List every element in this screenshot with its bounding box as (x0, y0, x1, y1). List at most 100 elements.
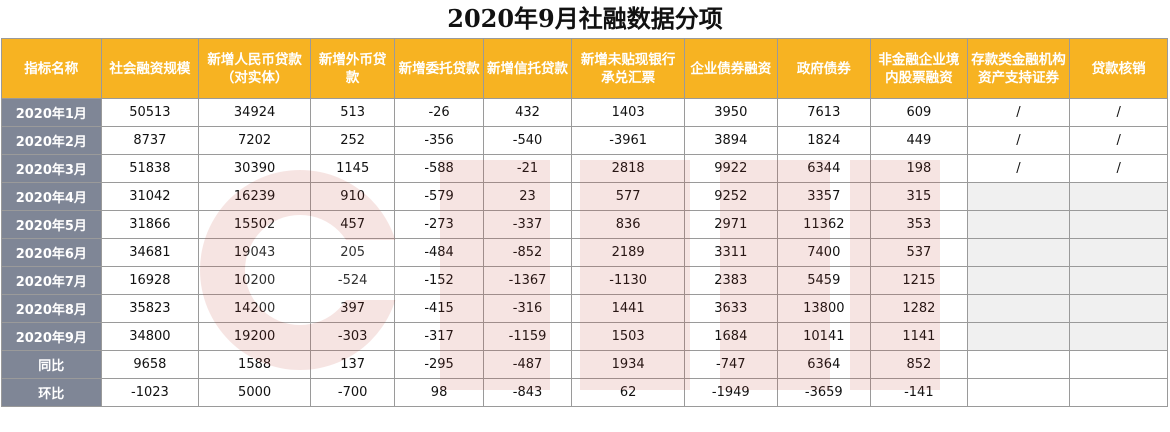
column-header: 新增人民币贷款（对实体） (198, 38, 311, 99)
table-cell: 3357 (776, 182, 872, 211)
table-cell: 34681 (100, 238, 200, 267)
table-cell: -1949 (684, 378, 778, 407)
table-cell: 51838 (100, 154, 200, 183)
table-cell (966, 350, 1071, 379)
row-label: 同比 (1, 350, 102, 379)
table-cell (1069, 182, 1168, 211)
table-cell: -26 (394, 98, 484, 127)
table-cell: -356 (394, 126, 484, 155)
row-label: 2020年8月 (1, 294, 102, 323)
table-cell: -540 (482, 126, 573, 155)
table-row: 2020年9月 34800 19200 -303 -317 -1159 1503 1684 10… (1, 322, 1168, 351)
table-cell: -843 (482, 378, 573, 407)
row-label: 2020年1月 (1, 98, 102, 127)
column-header: 贷款核销 (1069, 38, 1168, 99)
table-cell: 34924 (198, 98, 311, 127)
table-cell: 19043 (198, 238, 311, 267)
table-cell: 1403 (571, 98, 686, 127)
table-cell: 98 (394, 378, 484, 407)
table-cell: 852 (870, 350, 968, 379)
row-label: 2020年2月 (1, 126, 102, 155)
table-cell: 2818 (571, 154, 686, 183)
table-cell: -152 (394, 266, 484, 295)
table-cell: 5000 (198, 378, 311, 407)
row-label: 环比 (1, 378, 102, 407)
table-cell: 1934 (571, 350, 686, 379)
table-cell: 14200 (198, 294, 311, 323)
page-title: 2020年9月社融数据分项 (447, 4, 723, 33)
table-cell: -273 (394, 210, 484, 239)
table-cell: 5459 (776, 266, 872, 295)
table-cell: 449 (870, 126, 968, 155)
table-cell: -303 (309, 322, 396, 351)
table-cell: 19200 (198, 322, 311, 351)
table-cell: 432 (482, 98, 573, 127)
table-cell: -1159 (482, 322, 573, 351)
table-row: 2020年4月 31042 16239 910 -579 23 577 9252 3357 315 (1, 182, 1168, 211)
row-label: 2020年7月 (1, 266, 102, 295)
table-cell (1069, 294, 1168, 323)
row-label: 2020年3月 (1, 154, 102, 183)
table-cell: / (1069, 98, 1168, 127)
table-cell: 7202 (198, 126, 311, 155)
column-header: 新增信托贷款 (482, 38, 573, 99)
table-cell: 1684 (684, 322, 778, 351)
table-cell: 13800 (776, 294, 872, 323)
table-row: 2020年3月 51838 30390 1145 -588 -21 2818 9922 6344… (1, 154, 1168, 183)
table-cell: 3311 (684, 238, 778, 267)
table-cell: -141 (870, 378, 968, 407)
table-cell: -747 (684, 350, 778, 379)
table-cell (1069, 266, 1168, 295)
table-cell: 9922 (684, 154, 778, 183)
table-cell: 3633 (684, 294, 778, 323)
table-cell: 513 (309, 98, 396, 127)
table-cell: -316 (482, 294, 573, 323)
table-cell: 137 (309, 350, 396, 379)
table-cell: 11362 (776, 210, 872, 239)
table-cell: 537 (870, 238, 968, 267)
table-cell: 9658 (100, 350, 200, 379)
table-cell: / (966, 98, 1071, 127)
table-cell (966, 266, 1071, 295)
table-cell: 35823 (100, 294, 200, 323)
table-cell: -415 (394, 294, 484, 323)
table-cell (966, 322, 1071, 351)
table-cell (966, 182, 1071, 211)
table-cell: 62 (571, 378, 686, 407)
table-cell: 6344 (776, 154, 872, 183)
table-cell: 15502 (198, 210, 311, 239)
table-cell: 1282 (870, 294, 968, 323)
table-cell (1069, 350, 1168, 379)
row-label: 2020年5月 (1, 210, 102, 239)
column-header: 新增委托贷款 (394, 38, 484, 99)
table-cell: 34800 (100, 322, 200, 351)
table-cell: 609 (870, 98, 968, 127)
table-cell: -852 (482, 238, 573, 267)
column-header: 新增外币贷款 (309, 38, 396, 99)
table-cell: 198 (870, 154, 968, 183)
table-cell: -588 (394, 154, 484, 183)
table-cell: 31042 (100, 182, 200, 211)
table-cell: 1503 (571, 322, 686, 351)
table-row: 2020年2月 8737 7202 252 -356 -540 -3961 3894 1824 4… (1, 126, 1168, 155)
table-cell: -1367 (482, 266, 573, 295)
table-cell: -487 (482, 350, 573, 379)
table-cell: -3659 (776, 378, 872, 407)
table-row: 2020年6月 34681 19043 205 -484 -852 2189 3311 7400… (1, 238, 1168, 267)
table-cell: 10200 (198, 266, 311, 295)
table-row: 2020年7月 16928 10200 -524 -152 -1367 -1130 2383 5… (1, 266, 1168, 295)
table-cell: / (1069, 154, 1168, 183)
row-label: 2020年9月 (1, 322, 102, 351)
table-cell: -295 (394, 350, 484, 379)
table-cell: 836 (571, 210, 686, 239)
table-cell: 23 (482, 182, 573, 211)
table-row: 环比 -1023 5000 -700 98 -843 62 -1949 -3659 -141 (1, 378, 1168, 407)
table-cell: 1441 (571, 294, 686, 323)
table-cell: 3950 (684, 98, 778, 127)
table-cell (966, 238, 1071, 267)
table-cell: 353 (870, 210, 968, 239)
table-cell: -3961 (571, 126, 686, 155)
table-cell: 2189 (571, 238, 686, 267)
row-label: 2020年4月 (1, 182, 102, 211)
table-cell (1069, 322, 1168, 351)
